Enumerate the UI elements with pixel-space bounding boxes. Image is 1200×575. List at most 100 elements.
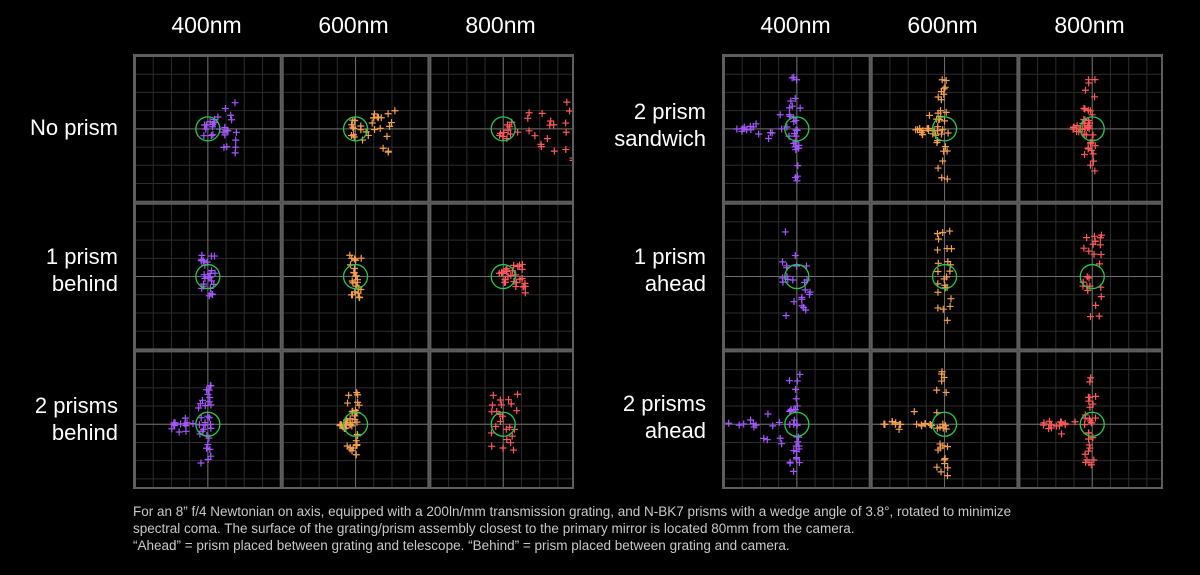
- spot-marker: [513, 407, 521, 415]
- spot-marker: [351, 265, 359, 273]
- right-spot-cell-r3-800nm: [1018, 350, 1161, 487]
- spot-marker: [346, 251, 354, 259]
- right-spot-diagram-svg: [724, 56, 1161, 487]
- spot-marker: [795, 459, 803, 467]
- cell-border: [1018, 202, 1161, 351]
- spot-marker: [785, 111, 793, 119]
- spot-marker: [769, 422, 777, 430]
- spot-marker: [921, 420, 929, 428]
- spot-marker: [1095, 312, 1103, 320]
- right-row-label-line2: ahead: [644, 418, 706, 443]
- spot-marker: [939, 442, 947, 450]
- left-spot-cell-r3-600nm: [281, 350, 430, 487]
- spot-marker: [733, 125, 741, 133]
- spot-marker: [497, 401, 505, 409]
- spot-marker: [802, 262, 810, 270]
- spot-marker: [796, 370, 804, 378]
- spot-marker: [504, 126, 512, 134]
- cell-border: [724, 56, 871, 203]
- spot-marker: [934, 127, 942, 135]
- cell-border: [281, 56, 430, 203]
- spot-marker: [1086, 107, 1094, 115]
- spot-marker: [934, 288, 942, 296]
- spot-marker: [201, 121, 209, 129]
- spot-marker: [913, 420, 921, 428]
- spot-marker: [941, 83, 949, 91]
- spot-marker: [383, 132, 391, 140]
- spot-marker: [202, 125, 210, 133]
- spot-marker: [790, 420, 798, 428]
- spot-marker: [499, 133, 507, 141]
- spot-marker: [391, 107, 399, 115]
- spot-marker: [938, 377, 946, 385]
- spot-marker: [943, 443, 951, 451]
- spot-marker: [354, 398, 362, 406]
- left-spot-cell-r2-600nm: [281, 202, 430, 351]
- spot-marker: [1085, 79, 1093, 87]
- spot-marker: [1081, 414, 1089, 422]
- spot-marker: [939, 305, 947, 313]
- spot-marker: [792, 395, 800, 403]
- spot-marker: [353, 278, 361, 286]
- spot-marker: [791, 94, 799, 102]
- spot-marker: [525, 127, 533, 135]
- spot-marker: [775, 418, 783, 426]
- spot-marker: [941, 117, 949, 125]
- spot-marker: [503, 436, 511, 444]
- spot-marker: [353, 418, 361, 426]
- spot-marker: [1071, 418, 1079, 426]
- spot-marker: [778, 125, 786, 133]
- spot-marker: [740, 123, 748, 131]
- right-row-label-2-prisms-ahead: 2 prisms ahead: [588, 390, 706, 444]
- spot-marker: [371, 126, 379, 134]
- spot-marker: [496, 417, 504, 425]
- spot-marker: [221, 105, 229, 113]
- spot-marker: [224, 127, 232, 135]
- spot-marker: [792, 126, 800, 134]
- spot-marker: [1085, 397, 1093, 405]
- spot-marker: [563, 98, 571, 106]
- right-spot-diagram-panel: [722, 54, 1163, 489]
- spot-marker: [1092, 414, 1099, 422]
- spot-marker: [790, 298, 798, 306]
- spot-marker: [788, 74, 796, 82]
- spot-marker: [1086, 313, 1094, 321]
- spot-marker: [196, 400, 204, 408]
- spot-marker: [1091, 76, 1099, 84]
- spot-marker: [938, 76, 946, 84]
- spot-marker: [231, 149, 239, 157]
- spot-marker: [765, 135, 773, 143]
- spot-marker: [1091, 93, 1099, 101]
- spot-marker: [925, 111, 933, 119]
- spot-marker: [1085, 247, 1093, 255]
- spot-marker: [496, 396, 504, 404]
- spot-marker: [346, 445, 354, 453]
- spot-marker: [749, 123, 757, 131]
- spot-marker: [1090, 456, 1098, 464]
- spot-marker: [1081, 450, 1089, 458]
- spot-marker: [206, 420, 214, 428]
- airy-disk-circle: [490, 116, 516, 142]
- spot-marker: [352, 451, 360, 459]
- spot-marker: [755, 130, 763, 138]
- spot-marker: [514, 262, 522, 270]
- spot-marker: [897, 420, 905, 428]
- spot-marker: [384, 110, 392, 118]
- left-spot-diagram-panel: [133, 54, 574, 489]
- spot-marker: [1097, 293, 1105, 301]
- spot-marker: [503, 265, 511, 273]
- spot-marker: [747, 416, 755, 424]
- spot-marker: [569, 159, 572, 161]
- spot-marker: [210, 252, 218, 260]
- spot-marker: [508, 432, 516, 440]
- spot-marker: [910, 408, 918, 416]
- spot-marker: [760, 434, 768, 442]
- spot-marker: [353, 442, 361, 450]
- airy-disk-circle: [931, 411, 958, 437]
- spot-marker: [182, 427, 190, 435]
- spot-marker: [566, 107, 572, 115]
- spot-marker: [195, 421, 203, 429]
- spot-marker: [1096, 241, 1104, 249]
- cell-border: [281, 202, 430, 351]
- spot-marker: [1089, 434, 1097, 442]
